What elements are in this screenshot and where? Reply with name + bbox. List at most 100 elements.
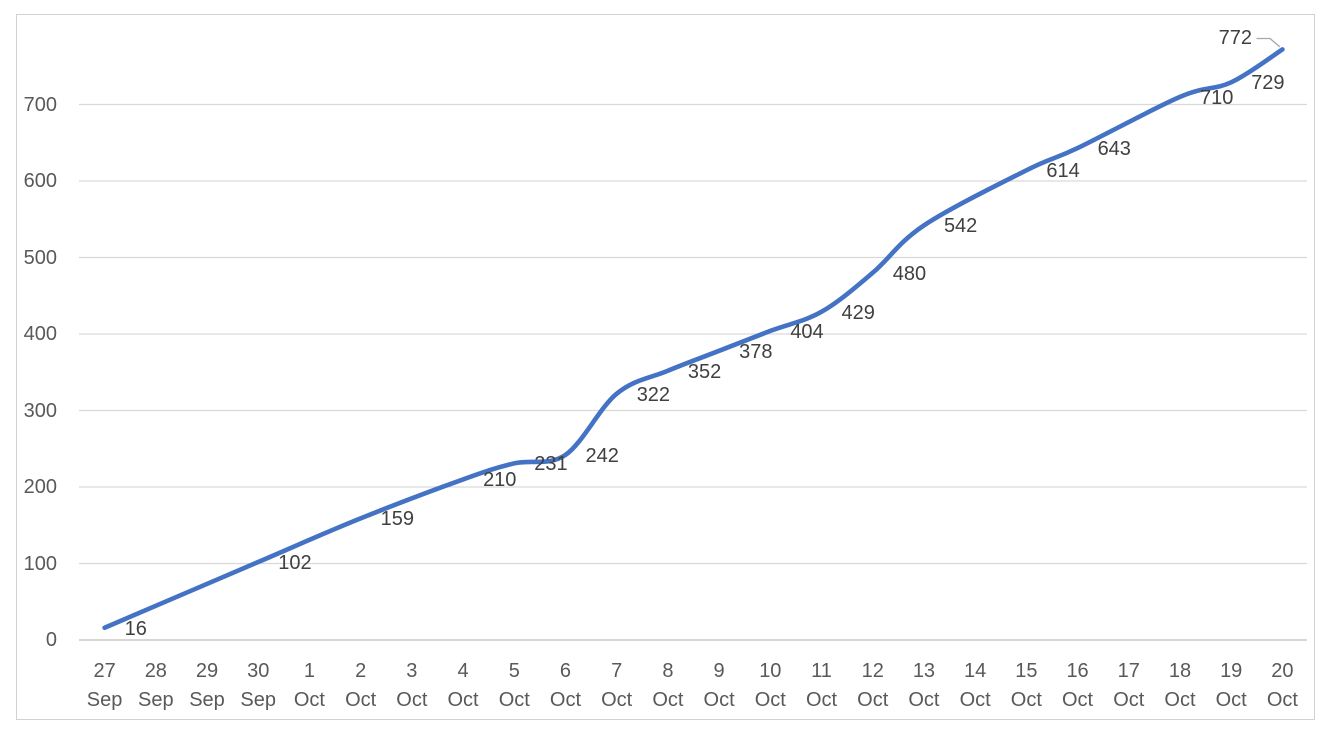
data-label: 322 <box>636 383 671 406</box>
x-axis-category-label: 2 Oct <box>330 657 392 715</box>
data-label: 710 <box>1199 86 1234 109</box>
x-tick-day: 12 <box>861 660 884 682</box>
x-axis-category-label: 29 Sep <box>176 657 238 715</box>
y-axis-tick-label: 700 <box>23 93 57 116</box>
x-axis-category-label: 7 Oct <box>586 657 648 715</box>
data-label: 102 <box>278 551 312 574</box>
x-axis-category-label: 30 Sep <box>227 657 289 715</box>
x-tick-day: 14 <box>964 660 987 682</box>
x-tick-day: 30 <box>247 660 270 682</box>
x-tick-day: 29 <box>195 660 219 682</box>
y-axis-tick-label: 400 <box>23 323 57 345</box>
x-tick-month: Oct <box>754 689 786 711</box>
data-label: 429 <box>841 301 875 324</box>
x-axis-category-label: 10 Oct <box>739 657 801 715</box>
y-axis-tick-label: 200 <box>23 476 57 498</box>
x-tick-day: 17 <box>1117 660 1140 682</box>
x-axis-category-label: 15 Oct <box>995 657 1057 715</box>
x-axis-category-label: 16 Oct <box>1047 657 1109 715</box>
x-tick-day: 15 <box>1015 660 1038 682</box>
x-axis-category-label: 3 Oct <box>381 657 443 715</box>
x-axis-category-label: 4 Oct <box>432 657 494 715</box>
data-label: 352 <box>687 360 722 383</box>
x-axis-category-label: 17 Oct <box>1098 657 1160 715</box>
x-tick-month: Oct <box>805 689 838 711</box>
x-axis-category-label: 13 Oct <box>893 657 955 715</box>
x-tick-month: Oct <box>857 689 889 711</box>
data-label: 159 <box>380 508 415 531</box>
x-tick-day: 27 <box>93 660 116 682</box>
x-tick-day: 16 <box>1066 660 1089 682</box>
data-label: 231 <box>534 453 568 476</box>
x-tick-day: 5 <box>508 660 520 682</box>
x-tick-month: Oct <box>908 689 940 711</box>
x-tick-month: Oct <box>447 689 479 711</box>
series-line <box>102 47 1285 631</box>
x-tick-day: 13 <box>912 660 936 682</box>
x-tick-day: 20 <box>1271 660 1294 682</box>
x-axis-category-label: 9 Oct <box>688 657 750 715</box>
data-label: 542 <box>943 215 978 238</box>
x-tick-month: Oct <box>1164 689 1196 711</box>
data-label: 614 <box>1046 160 1080 183</box>
data-label: 210 <box>483 469 517 492</box>
data-label: 772 <box>1218 27 1252 49</box>
x-tick-month: Oct <box>396 689 428 711</box>
x-axis-category-label: 18 Oct <box>1149 657 1211 715</box>
data-label: 378 <box>739 340 773 363</box>
x-tick-month: Oct <box>652 689 684 711</box>
x-tick-day: 11 <box>811 660 832 682</box>
x-tick-month: Oct <box>498 689 530 711</box>
x-axis-category-label: 19 Oct <box>1200 657 1262 715</box>
x-axis-category-label: 5 Oct <box>483 657 545 715</box>
data-label: 404 <box>790 320 824 343</box>
x-tick-month: Oct <box>549 689 582 711</box>
x-tick-day: 2 <box>355 660 367 682</box>
x-tick-month: Sep <box>138 689 174 711</box>
y-axis-tick-label: 0 <box>45 629 57 651</box>
x-tick-day: 7 <box>611 660 623 682</box>
x-axis-category-label: 27 Sep <box>74 657 136 715</box>
x-tick-month: Oct <box>703 689 735 711</box>
x-axis-category-label: 28 Sep <box>125 657 187 715</box>
x-tick-day: 18 <box>1168 660 1192 682</box>
x-tick-month: Sep <box>189 689 225 711</box>
x-tick-month: Oct <box>1113 689 1145 711</box>
x-tick-month: Oct <box>293 689 325 711</box>
x-tick-month: Oct <box>345 689 377 711</box>
x-axis-category-label: 12 Oct <box>842 657 904 715</box>
y-axis-tick-label: 600 <box>23 170 57 192</box>
data-label: 242 <box>585 444 619 467</box>
data-label: 16 <box>124 617 147 640</box>
x-tick-day: 9 <box>713 660 725 682</box>
x-tick-day: 28 <box>144 660 167 682</box>
x-tick-month: Sep <box>240 689 277 711</box>
data-label: 643 <box>1097 138 1131 161</box>
x-tick-day: 3 <box>406 660 418 682</box>
data-label: 729 <box>1251 72 1285 95</box>
x-axis-category-label: 6 Oct <box>534 657 596 715</box>
x-axis-category-label: 20 Oct <box>1251 657 1313 715</box>
x-tick-day: 19 <box>1220 660 1243 682</box>
x-tick-month: Oct <box>1215 689 1247 711</box>
x-tick-day: 6 <box>559 660 572 682</box>
data-label: 480 <box>892 262 927 285</box>
x-tick-day: 1 <box>303 660 315 682</box>
x-tick-month: Oct <box>601 689 633 711</box>
y-axis-tick-label: 500 <box>23 246 57 269</box>
x-axis-category-label: 11 Oct <box>791 657 853 715</box>
x-axis-category-label: 8 Oct <box>637 657 699 715</box>
x-tick-day: 8 <box>662 660 674 682</box>
y-axis-tick-label: 100 <box>23 552 57 575</box>
x-axis-category-label: 1 Oct <box>278 657 340 715</box>
x-axis-category-label: 14 Oct <box>944 657 1006 715</box>
x-tick-month: Sep <box>86 689 123 711</box>
x-tick-month: Oct <box>1062 689 1094 711</box>
x-tick-month: Oct <box>1266 689 1298 711</box>
label-leader-line <box>1256 37 1281 48</box>
x-tick-month: Oct <box>959 689 991 711</box>
x-tick-month: Oct <box>1010 689 1042 711</box>
x-tick-day: 4 <box>457 660 469 682</box>
